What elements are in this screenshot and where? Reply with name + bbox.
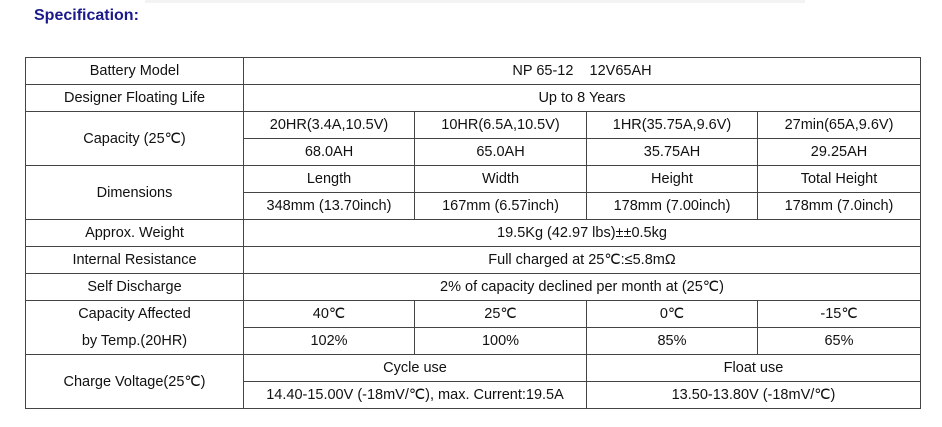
- cell-header: 1HR(35.75A,9.6V): [586, 111, 758, 139]
- cell-value: 65.0AH: [414, 138, 587, 166]
- row-label: by Temp.(20HR): [25, 327, 244, 355]
- row-label: Self Discharge: [25, 273, 244, 301]
- cell-header: 27min(65A,9.6V): [757, 111, 921, 139]
- row-label: Capacity (25℃): [25, 111, 244, 166]
- table-row: Battery Model NP 65-12 12V65AH: [25, 57, 921, 85]
- cell-header: 10HR(6.5A,10.5V): [414, 111, 587, 139]
- cell-value: 85%: [586, 327, 758, 355]
- cell-value: 167mm (6.57inch): [414, 192, 587, 220]
- spec-table: Battery Model NP 65-12 12V65AH Designer …: [25, 57, 921, 409]
- cell-value: 348mm (13.70inch): [243, 192, 415, 220]
- table-row: Capacity Affected 40℃ 25℃ 0℃ -15℃: [25, 300, 921, 328]
- row-label: Battery Model: [25, 57, 244, 85]
- row-label: Approx. Weight: [25, 219, 244, 247]
- cell-header: Height: [586, 165, 758, 193]
- cell-value: 178mm (7.0inch): [757, 192, 921, 220]
- table-row: 14.40-15.00V (-18mV/℃), max. Current:19.…: [26, 381, 921, 409]
- cell-header: Cycle use: [243, 354, 587, 382]
- row-label: Designer Floating Life: [25, 84, 244, 112]
- cell-value: 2% of capacity declined per month at (25…: [243, 273, 921, 301]
- cell-value: 13.50-13.80V (-18mV/℃): [586, 381, 921, 409]
- row-label: Charge Voltage(25℃): [25, 354, 244, 409]
- top-bar: [145, 0, 805, 3]
- cell-header: Float use: [586, 354, 921, 382]
- table-row: 348mm (13.70inch) 167mm (6.57inch) 178mm…: [26, 192, 921, 220]
- cell-header: 0℃: [586, 300, 758, 328]
- table-row: Capacity (25℃) 20HR(3.4A,10.5V) 10HR(6.5…: [25, 111, 921, 166]
- cell-header: -15℃: [757, 300, 921, 328]
- cell-value: 100%: [414, 327, 587, 355]
- table-row: Self Discharge 2% of capacity declined p…: [25, 273, 921, 301]
- cell-value: 68.0AH: [243, 138, 415, 166]
- cell-value: 178mm (7.00inch): [586, 192, 758, 220]
- table-row: Dimensions Length Width Height Total Hei…: [25, 165, 921, 220]
- table-row: by Temp.(20HR) 102% 100% 85% 65%: [25, 327, 921, 355]
- cell-header: Length: [243, 165, 415, 193]
- table-row: Charge Voltage(25℃) Cycle use Float use: [25, 354, 921, 409]
- page-title: Specification:: [34, 7, 139, 24]
- cell-value: 19.5Kg (42.97 lbs)±±0.5kg: [243, 219, 921, 247]
- cell-header: 20HR(3.4A,10.5V): [243, 111, 415, 139]
- cell-value: 35.75AH: [586, 138, 758, 166]
- cell-header: Width: [414, 165, 587, 193]
- table-row: Internal Resistance Full charged at 25℃:…: [25, 246, 921, 274]
- table-row: Designer Floating Life Up to 8 Years: [25, 84, 921, 112]
- cell-header: 25℃: [414, 300, 587, 328]
- cell-value: 65%: [757, 327, 921, 355]
- table-row: Approx. Weight 19.5Kg (42.97 lbs)±±0.5kg: [25, 219, 921, 247]
- cell-value: Up to 8 Years: [243, 84, 921, 112]
- row-label: Capacity Affected: [25, 300, 244, 328]
- cell-value: 14.40-15.00V (-18mV/℃), max. Current:19.…: [243, 381, 587, 409]
- cell-value: 102%: [243, 327, 415, 355]
- table-row: 68.0AH 65.0AH 35.75AH 29.25AH: [26, 138, 921, 166]
- cell-header: 40℃: [243, 300, 415, 328]
- row-label: Internal Resistance: [25, 246, 244, 274]
- cell-value: NP 65-12 12V65AH: [243, 57, 921, 85]
- cell-value: 29.25AH: [757, 138, 921, 166]
- cell-value: Full charged at 25℃:≤5.8mΩ: [243, 246, 921, 274]
- cell-header: Total Height: [757, 165, 921, 193]
- row-label: Dimensions: [25, 165, 244, 220]
